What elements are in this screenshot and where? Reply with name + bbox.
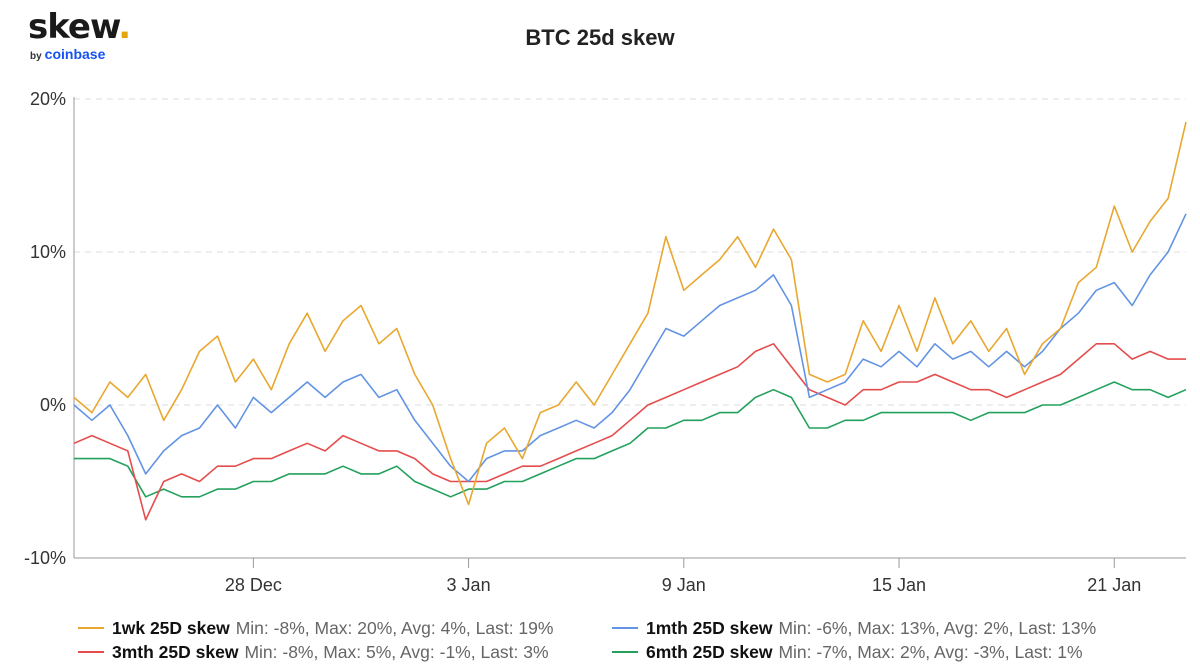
legend-item[interactable]: 6mth 25D skew Min: -7%, Max: 2%, Avg: -3%…: [612, 640, 1083, 664]
logo-wordmark: skew.: [28, 7, 131, 47]
logo-byline: by coinbase: [30, 46, 130, 65]
legend-series-stats: Min: -8%, Max: 20%, Avg: 4%, Last: 19%: [235, 618, 554, 638]
x-axis: 28 Dec 3 Jan 9 Jan 15 Jan 21 Jan: [74, 557, 1186, 595]
legend-series-name: 1wk 25D skew: [112, 618, 230, 638]
x-tick-label: 15 Jan: [872, 575, 926, 595]
skew-logo: skew. by coinbase: [28, 7, 131, 65]
legend-series-name: 3mth 25D skew: [112, 642, 239, 662]
y-tick-label: 20%: [30, 89, 66, 109]
x-tick-label: 3 Jan: [447, 575, 491, 595]
x-tick-label: 9 Jan: [662, 575, 706, 595]
logo-by: by: [30, 51, 42, 62]
logo-dot: .: [118, 7, 131, 47]
legend-item[interactable]: 3mth 25D skew Min: -8%, Max: 5%, Avg: -1%…: [78, 640, 549, 664]
series-line-3mth: [73, 342, 1186, 521]
y-axis: 20% 10% 0% -10%: [24, 89, 75, 568]
legend-swatch: [78, 627, 104, 629]
legend-series-stats: Min: -7%, Max: 2%, Avg: -3%, Last: 1%: [778, 642, 1083, 662]
y-tick-label: 0%: [40, 395, 66, 415]
chart-title: BTC 25d skew: [525, 25, 675, 50]
logo-word-text: skew: [28, 7, 119, 47]
legend-series-stats: Min: -8%, Max: 5%, Avg: -1%, Last: 3%: [244, 642, 549, 662]
y-tick-label: 10%: [30, 242, 66, 262]
series-line-1mth: [73, 213, 1187, 483]
x-tick-label: 21 Jan: [1087, 575, 1141, 595]
legend-series-name: 6mth 25D skew: [646, 642, 773, 662]
x-tick-label: 28 Dec: [225, 575, 282, 595]
series-line-1wk: [73, 121, 1187, 506]
grid-lines: [74, 98, 1186, 406]
legend-swatch: [78, 651, 104, 653]
legend-swatch: [612, 651, 638, 653]
series-line-6mth: [74, 381, 1187, 498]
legend-swatch: [612, 627, 638, 629]
logo-brand: coinbase: [44, 46, 106, 62]
series-lines: [73, 121, 1187, 521]
legend-series-stats: Min: -6%, Max: 13%, Avg: 2%, Last: 13%: [778, 618, 1097, 638]
legend-series-name: 1mth 25D skew: [646, 618, 773, 638]
legend-item[interactable]: 1mth 25D skew Min: -6%, Max: 13%, Avg: 2%…: [612, 616, 1096, 640]
skew-line-chart: 20% 10% 0% -10% 28 Dec 3 Jan 9 Jan 15 Jan 21 Ja…: [24, 89, 1187, 595]
legend-item[interactable]: 1wk 25D skew Min: -8%, Max: 20%, Avg: 4%,…: [78, 616, 553, 640]
y-tick-label: -10%: [24, 548, 66, 568]
